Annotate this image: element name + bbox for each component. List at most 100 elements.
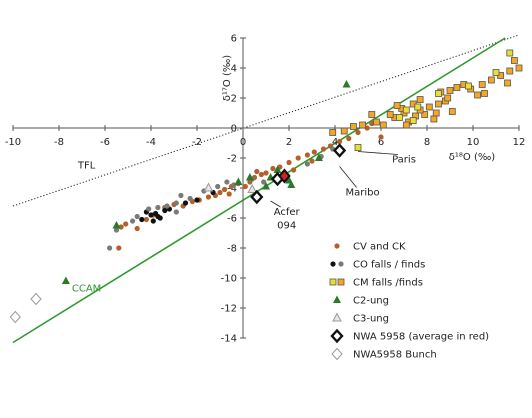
cm-falls-finds-point [379, 121, 387, 129]
co-falls-finds-point [148, 212, 154, 218]
x-tick-label: -4 [146, 137, 156, 148]
cm-falls-finds-point [487, 76, 495, 84]
legend-label: NWA5958 Bunch [353, 350, 437, 361]
c3-ung-point [247, 183, 258, 193]
cv-and-ck-point [291, 167, 297, 173]
x-tick-label: 0 [240, 137, 246, 148]
x-tick-label: 4 [332, 137, 338, 148]
cm-falls-finds-point [421, 111, 429, 118]
co-falls-finds-finds-point [261, 179, 267, 185]
y-tick-label: -14 [221, 334, 237, 345]
cm-falls-finds-point [416, 96, 424, 103]
nwa-5958-average-in-red-point [332, 143, 347, 158]
y-tick-label: -10 [221, 274, 237, 285]
cv-and-ck-point [254, 168, 260, 175]
annotation-leader-line [357, 151, 399, 155]
cm-falls-finds-point [444, 94, 452, 102]
cm-falls-finds-falls-point [354, 144, 362, 151]
legend-label: CM falls /finds [353, 278, 423, 289]
tfl-line [12, 34, 520, 207]
cv-and-ck-point [309, 158, 315, 164]
x-tick-label: 6 [378, 137, 384, 148]
annotations-layer: TFL CCAM Paris Maribo Acfer 094 [72, 151, 416, 295]
cv-and-ck-point [346, 135, 352, 142]
x-tick-label: -6 [100, 137, 110, 148]
annotation-label: 094 [277, 221, 296, 232]
cm-falls-finds-point [432, 109, 440, 117]
cv-and-ck-point [116, 245, 122, 251]
y-axis-title: δ¹⁷O (‰) [222, 55, 233, 102]
legend-marker [330, 328, 344, 344]
c2-ung-point [273, 165, 282, 173]
cv-and-ck-point [320, 146, 327, 152]
cv-and-ck-point [311, 149, 317, 155]
legend-marker [333, 295, 341, 303]
annotation-label: CCAM [72, 284, 101, 295]
legend-marker [330, 261, 336, 267]
co-falls-finds-finds-point [146, 206, 152, 212]
x-tick-label: 2 [286, 137, 292, 148]
cm-falls-finds-point [515, 64, 523, 72]
co-falls-finds-finds-point [155, 204, 161, 211]
cv-and-ck-point [222, 186, 228, 193]
cm-falls-finds-falls-point [506, 49, 514, 57]
nwa5958-bunch-point [9, 310, 21, 324]
legend-marker [334, 243, 340, 249]
cm-falls-finds-falls-point [464, 82, 472, 90]
cv-and-ck-point [270, 165, 276, 172]
cv-and-ck-point [258, 171, 264, 178]
y-tick-label: 6 [231, 34, 237, 45]
cm-falls-finds-point [504, 79, 511, 87]
annotation-label: Maribo [346, 188, 380, 199]
cm-falls-finds-point [481, 90, 488, 97]
x-tick-label: -8 [54, 137, 64, 148]
cm-falls-finds-falls-point [409, 117, 417, 124]
co-falls-finds-finds-point [134, 213, 140, 220]
legend-item: CV and CK [334, 242, 406, 253]
cm-falls-finds-point [425, 103, 433, 111]
cm-falls-finds-point [359, 121, 367, 129]
cv-and-ck-point [355, 129, 361, 136]
co-falls-finds-point [194, 197, 200, 203]
co-falls-finds-finds-point [187, 195, 193, 202]
co-falls-finds-point [139, 216, 145, 223]
cm-falls-finds-point [453, 84, 461, 91]
y-tick-label: 4 [231, 64, 237, 75]
legend-marker [329, 278, 337, 286]
cm-falls-finds-point [329, 129, 337, 136]
nwa5958-bunch-point [30, 292, 42, 306]
cv-and-ck-point [337, 138, 343, 145]
x-tick-label: 8 [424, 137, 430, 148]
annotation-label: TFL [77, 161, 96, 172]
legend-label: C3-ung [353, 314, 389, 325]
cm-falls-finds-point [349, 123, 357, 130]
cm-falls-finds-falls-point [395, 114, 403, 121]
cv-and-ck-point [304, 152, 310, 158]
y-tick-label: -2 [227, 154, 237, 165]
c2-ung-point [287, 180, 296, 188]
cm-falls-finds-point [448, 108, 456, 115]
co-falls-finds-finds-point [164, 203, 170, 209]
legend: CV and CK CO falls / finds CM falls /finds… [329, 242, 489, 361]
co-falls-finds-finds-point [178, 192, 184, 199]
cm-falls-finds-point [368, 111, 376, 118]
x-tick-label: 10 [467, 137, 480, 148]
co-falls-finds-point [182, 200, 189, 206]
c2-ung-point [262, 182, 270, 190]
cm-falls-finds-point [435, 100, 442, 108]
c2-ung-point [314, 153, 323, 161]
legend-item: C3-ung [332, 312, 389, 325]
legend-item: CO falls / finds [330, 260, 425, 271]
y-tick-label: 0 [231, 124, 237, 135]
legend-item: CM falls /finds [329, 278, 423, 289]
cm-falls-finds-falls-point [492, 69, 500, 76]
cm-falls-finds-falls-point [402, 106, 410, 114]
y-tick-label: -8 [227, 244, 237, 255]
c3-ung-point [203, 182, 214, 192]
nwa-5958-average-in-red-point [250, 189, 264, 205]
cm-falls-finds-point [386, 111, 394, 118]
c2-ung-point [342, 80, 351, 88]
cm-falls-finds-point [372, 118, 380, 126]
